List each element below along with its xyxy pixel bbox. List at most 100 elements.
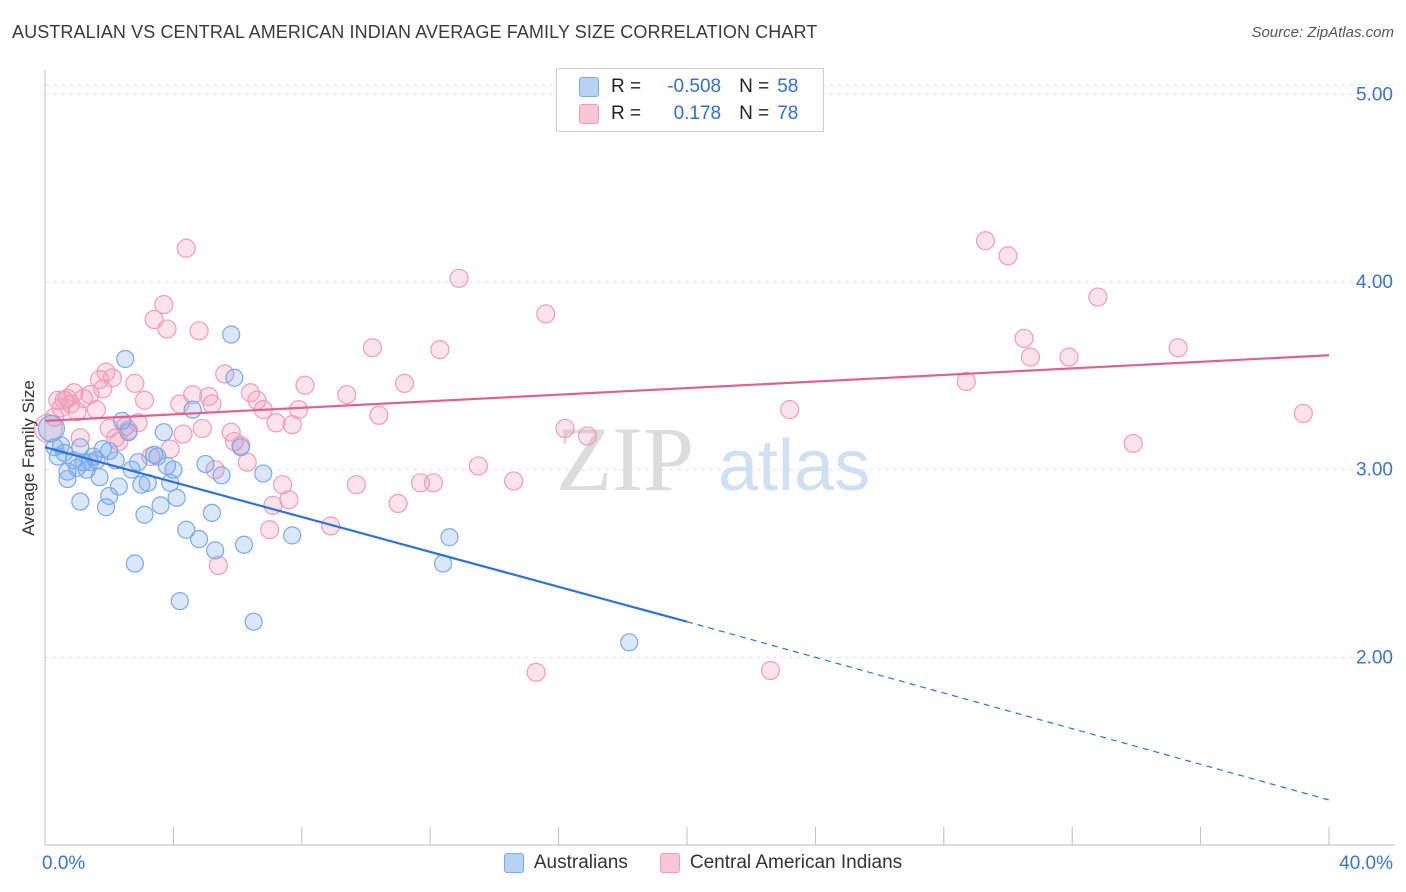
y-axis-label: Average Family Size: [19, 380, 38, 536]
trend-lines: [44, 354, 1330, 801]
legend-row-central-american-indians: R = 0.178 N = 78: [579, 101, 798, 127]
cai-point: [266, 413, 286, 433]
australians-point: [71, 492, 90, 511]
correlation-legend: R = -0.508 N = 58 R = 0.178 N = 78: [556, 68, 824, 132]
cai-point: [956, 371, 976, 392]
cai-point: [134, 390, 155, 410]
australians-point: [116, 349, 135, 369]
x-tick-label: 40.0%: [1339, 853, 1393, 874]
cai-point: [215, 364, 235, 384]
australians-point: [125, 554, 144, 573]
cai-point: [536, 304, 556, 324]
cai-point: [157, 319, 177, 339]
cai-point: [577, 426, 598, 446]
legend-n-value: 58: [777, 76, 799, 97]
cai-point: [1014, 328, 1034, 348]
cai-point: [202, 394, 222, 414]
series-legend: Australians Central American Indians: [0, 852, 1406, 874]
legend-swatch: [659, 853, 680, 873]
legend-r-value: 0.178: [673, 103, 722, 124]
cai-point: [102, 368, 123, 388]
legend-r-value: -0.508: [667, 76, 722, 97]
tick-labels: 2.00 3.00 4.00 5.00 0.0% 40.0%: [42, 84, 1393, 874]
cai-point: [526, 662, 546, 682]
cai-point: [118, 420, 139, 440]
cai-point: [760, 660, 781, 681]
cai-point: [1088, 287, 1108, 307]
australians-point: [100, 441, 119, 461]
cai-point: [321, 516, 341, 536]
australians-point: [283, 526, 302, 545]
cai-point: [555, 418, 575, 439]
australians-point: [135, 505, 154, 524]
legend-label: Australians: [533, 852, 628, 873]
cai-point: [430, 340, 450, 360]
australians-point: [244, 612, 263, 631]
cai-point: [423, 473, 444, 493]
source-label: Source: ZipAtlas.com: [1251, 24, 1394, 41]
legend-swatch: [503, 853, 524, 873]
cai-point: [86, 400, 106, 420]
cai-point: [504, 471, 524, 491]
australians-point: [189, 530, 209, 549]
grid-lines: [45, 84, 1395, 658]
legend-n-label: N =: [739, 103, 770, 124]
chart-title: AUSTRALIAN VS CENTRAL AMERICAN INDIAN AV…: [12, 22, 818, 42]
australians-point: [234, 535, 254, 554]
cai-point: [1168, 338, 1188, 358]
australians-point: [167, 488, 186, 507]
cai-point: [337, 385, 357, 405]
cai-point: [780, 400, 800, 420]
australians-point: [196, 454, 215, 474]
legend-swatch-central-american-indians: [579, 104, 599, 124]
cai-point: [64, 383, 84, 403]
australians-point: [90, 468, 109, 487]
x-tick-label: 0.0%: [42, 853, 85, 874]
cai-point: [1059, 347, 1079, 367]
cai-point: [1123, 433, 1143, 454]
australians-point: [154, 423, 173, 442]
cai-point: [125, 373, 145, 393]
cai-point: [240, 383, 261, 403]
australians-point: [93, 439, 112, 459]
cai-point: [189, 321, 209, 341]
cai-point: [231, 435, 251, 455]
legend-item-australians[interactable]: Australians: [503, 852, 628, 874]
cai-point: [449, 268, 469, 288]
australians-point: [440, 528, 459, 547]
cai-point: [468, 456, 488, 476]
series-australians: [37, 325, 639, 652]
australians-point: [119, 423, 138, 442]
legend-n-value: 78: [777, 103, 799, 124]
cai-point: [362, 338, 383, 358]
y-tick-label: 4.00: [1356, 272, 1393, 293]
australians-point: [170, 591, 189, 611]
australians-point: [206, 541, 225, 560]
cai-point: [346, 475, 366, 495]
australians-point: [96, 498, 116, 517]
australians-point: [109, 477, 128, 496]
legend-r-label: R =: [611, 103, 642, 124]
australians-point: [202, 503, 222, 522]
cai-point: [70, 428, 90, 448]
australians-point: [37, 414, 66, 443]
cai-point: [183, 385, 203, 405]
cai-point: [388, 493, 408, 514]
legend-item-central-american-indians[interactable]: Central American Indians: [659, 852, 903, 874]
axes: [44, 70, 1395, 846]
australians-point: [58, 462, 77, 481]
cai-point: [394, 373, 415, 393]
legend-label: Central American Indians: [689, 852, 903, 873]
australians-trend-extension: [686, 621, 1330, 801]
cai-point: [144, 309, 164, 330]
cai-trend-line: [44, 354, 1330, 423]
legend-r-label: R =: [611, 76, 642, 97]
australians-point: [183, 400, 202, 419]
cai-point: [176, 238, 196, 258]
cai-point: [279, 490, 299, 510]
cai-point: [975, 231, 996, 251]
cai-point: [998, 246, 1018, 266]
australians-point: [212, 466, 231, 485]
cai-point: [369, 405, 389, 425]
